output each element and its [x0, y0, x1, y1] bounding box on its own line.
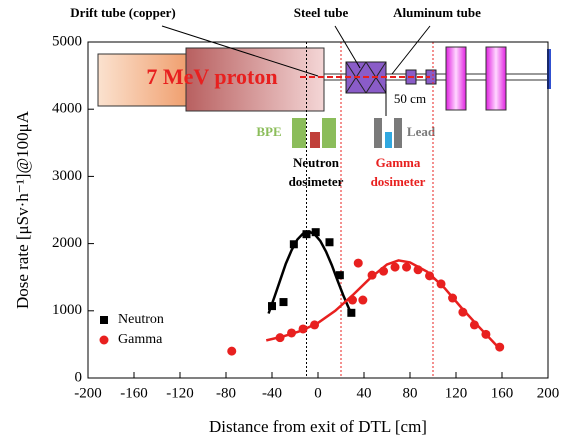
legend-label: Gamma: [118, 332, 163, 347]
annotation: Steel tube: [294, 5, 349, 20]
legend-marker: [99, 335, 109, 345]
x-tick-label: 160: [491, 385, 514, 401]
y-tick-label: 5000: [52, 33, 82, 49]
x-tick-label: 120: [445, 385, 468, 401]
legend-marker: [100, 316, 108, 324]
point: [458, 307, 468, 317]
point: [358, 295, 368, 305]
point: [311, 228, 320, 237]
plot-frame: [87, 41, 549, 379]
y-tick-label: 1000: [52, 302, 82, 318]
point: [390, 262, 400, 272]
y-tick-label: 4000: [52, 101, 82, 117]
point: [469, 320, 479, 330]
point: [335, 271, 344, 280]
annotation: dosimeter: [371, 174, 426, 189]
y-tick-label: 0: [75, 369, 83, 385]
annotation: BPE: [256, 124, 281, 139]
y-tick-label: 2000: [52, 235, 82, 251]
y-tick-label: 3000: [52, 168, 82, 184]
x-tick-label: -40: [262, 385, 282, 401]
point: [310, 320, 320, 330]
x-tick-label: 0: [314, 385, 322, 401]
point: [348, 295, 357, 305]
annotation: dosimeter: [289, 174, 344, 189]
point: [367, 270, 377, 280]
x-tick-label: -200: [74, 385, 102, 401]
point: [298, 324, 308, 334]
point: [268, 302, 276, 311]
y-axis-label: Dose rate [μSv·h⁻¹]@100μA: [13, 110, 32, 309]
point: [227, 346, 237, 356]
x-axis-label: Distance from exit of DTL [cm]: [209, 417, 427, 436]
point: [413, 265, 423, 275]
point: [302, 230, 311, 239]
point: [425, 271, 435, 281]
point: [402, 262, 412, 272]
point: [495, 342, 505, 352]
legend-label: Neutron: [118, 312, 164, 327]
point: [436, 279, 446, 289]
annotation: 7 MeV proton: [146, 64, 277, 89]
point: [287, 328, 297, 338]
annotation: Lead: [407, 124, 436, 139]
fit-line: [267, 230, 354, 316]
beamline-diagram: [97, 25, 551, 148]
point: [353, 258, 363, 268]
x-tick-label: 200: [537, 385, 560, 401]
x-tick-label: 80: [403, 385, 418, 401]
point: [481, 329, 491, 339]
annotation: Neutron: [293, 155, 340, 170]
annotation: Drift tube (copper): [70, 5, 175, 20]
point: [347, 308, 356, 317]
x-tick-label: -80: [216, 385, 236, 401]
annotation: Aluminum tube: [393, 5, 481, 20]
annotation: 50 cm: [394, 91, 426, 106]
x-tick-label: -120: [166, 385, 194, 401]
point: [275, 333, 285, 343]
point: [289, 240, 298, 249]
point: [448, 293, 458, 303]
x-tick-label: -160: [120, 385, 148, 401]
x-tick-label: 40: [357, 385, 372, 401]
point: [325, 238, 334, 247]
point: [279, 298, 288, 307]
point: [379, 266, 389, 276]
annotation: Gamma: [376, 155, 421, 170]
